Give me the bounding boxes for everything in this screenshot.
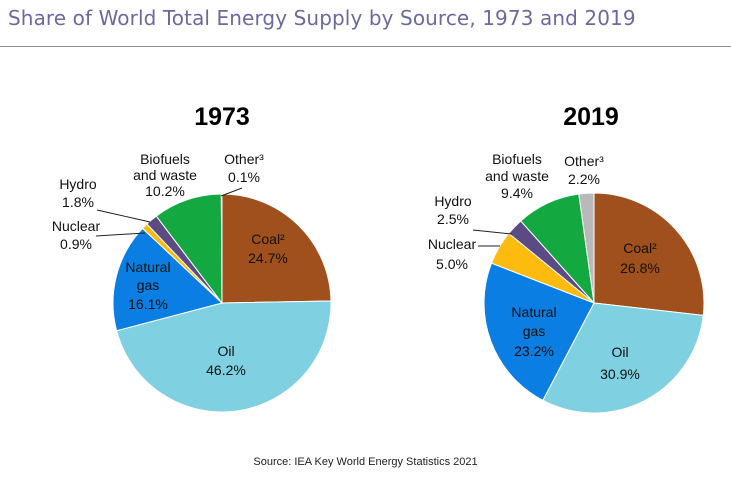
- slice-label-natural-gas: Natural: [125, 259, 170, 275]
- slice-label-biofuels: Biofuels: [140, 151, 190, 167]
- slice-value-other: 0.1%: [228, 169, 260, 185]
- slice-label-oil: Oil: [611, 344, 628, 360]
- pie-slice-coal: [221, 193, 332, 304]
- pie-chart-1973: 1973 Coal² 24.7% Oil 46.2% Natural gas 16.1% Bio…: [52, 103, 332, 413]
- source-note: Source: IEA Key World Energy Statistics …: [253, 456, 478, 468]
- slice-value-coal: 26.8%: [620, 260, 660, 276]
- slice-value-natural-gas: 16.1%: [128, 296, 168, 312]
- slice-label-natural-gas: gas: [137, 277, 160, 293]
- pie-slice-coal: [593, 192, 705, 316]
- slice-value-nuclear: 5.0%: [436, 256, 468, 272]
- pie-chart-2019: 2019 Coal² 26.8% Oil 30.9% Natural gas 23.2% Bio…: [428, 103, 705, 414]
- leader-line-hydro: [472, 229, 513, 235]
- chart-title: 1973: [194, 103, 250, 131]
- title-divider: [0, 46, 731, 47]
- pie-slice-oil: [542, 302, 704, 414]
- slice-label-biofuels: and waste: [133, 167, 197, 183]
- slice-value-nuclear: 0.9%: [60, 236, 92, 252]
- page-title: Share of World Total Energy Supply by So…: [8, 6, 636, 30]
- pie-slice-natural-gas: [483, 262, 595, 402]
- slice-label-nuclear: Nuclear: [52, 218, 101, 234]
- slice-value-coal: 24.7%: [248, 250, 288, 266]
- slice-label-biofuels: Biofuels: [492, 151, 542, 167]
- slice-label-coal: Coal²: [623, 240, 657, 256]
- slice-label-hydro: Hydro: [59, 176, 97, 192]
- slice-label-other: Other³: [224, 151, 264, 167]
- slice-label-nuclear: Nuclear: [428, 236, 477, 252]
- pie-slice-biofuels: [155, 193, 223, 305]
- slice-value-oil: 46.2%: [206, 362, 246, 378]
- slice-value-natural-gas: 23.2%: [514, 343, 554, 359]
- leader-line-other: [220, 187, 243, 197]
- slice-label-oil: Oil: [217, 343, 234, 359]
- slice-label-natural-gas: Natural: [511, 304, 556, 320]
- slice-value-other: 2.2%: [568, 171, 600, 187]
- slice-value-oil: 30.9%: [600, 366, 640, 382]
- leader-line-hydro: [96, 209, 151, 223]
- slice-value-hydro: 2.5%: [437, 211, 469, 227]
- slice-value-biofuels: 10.2%: [145, 183, 185, 199]
- slice-value-biofuels: 9.4%: [501, 185, 533, 201]
- pie-slice-other: [578, 192, 595, 304]
- slice-label-biofuels: and waste: [485, 168, 549, 184]
- pie-slice-other: [220, 193, 223, 304]
- slice-label-other: Other³: [564, 153, 604, 169]
- leader-line-nuclear: [95, 232, 146, 237]
- slice-label-natural-gas: gas: [523, 323, 546, 339]
- slice-label-coal: Coal²: [251, 231, 285, 247]
- slice-label-hydro: Hydro: [434, 193, 472, 209]
- slice-value-hydro: 1.8%: [62, 194, 94, 210]
- pie-slice-oil: [115, 300, 332, 413]
- chart-title: 2019: [563, 103, 619, 131]
